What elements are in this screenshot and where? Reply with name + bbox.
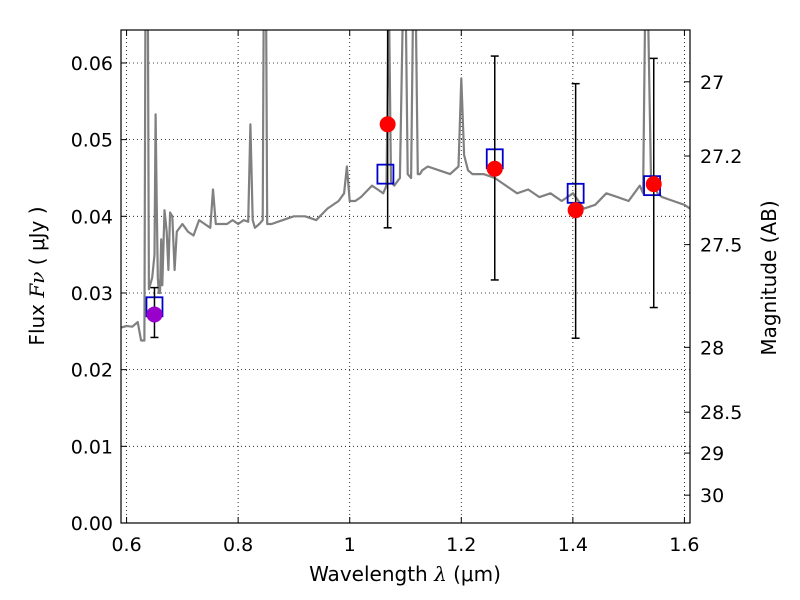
right-tick-label: 27.5 <box>700 235 742 257</box>
right-axis-title: Magnitude (AB) <box>757 200 781 355</box>
x-tick-label: 1.2 <box>446 534 476 556</box>
y-tick-label: 0.01 <box>71 436 113 458</box>
observed-flux-point <box>146 306 163 323</box>
x-tick-label: 1.6 <box>669 534 699 556</box>
plot-frame <box>120 29 691 524</box>
y-axis-title: Flux Fν ( μJy ) <box>25 206 49 345</box>
x-tick-label: 1.4 <box>558 534 588 556</box>
observed-flux-point <box>486 160 503 177</box>
right-tick-label: 29 <box>700 443 724 465</box>
y-tick-label: 0.03 <box>71 283 113 305</box>
y-tick-label: 0.05 <box>71 130 113 152</box>
y-axis-ticks: 0.00 0.01 0.02 0.03 0.04 0.05 0.06 <box>71 53 127 535</box>
right-tick-label: 27.2 <box>700 146 742 168</box>
observed-flux-point <box>645 176 662 193</box>
right-tick-label: 28 <box>700 337 724 359</box>
y-tick-label: 0.06 <box>71 53 113 75</box>
x-tick-label: 0.8 <box>223 534 253 556</box>
x-axis-ticks: 0.6 0.8 1 1.2 1.4 1.6 <box>111 30 700 556</box>
y-tick-label: 0.02 <box>71 360 113 382</box>
right-tick-label: 27 <box>700 72 724 94</box>
grid-lines <box>121 30 690 524</box>
y-tick-label: 0.00 <box>71 513 113 535</box>
observed-flux-point <box>379 116 396 133</box>
right-tick-label: 30 <box>700 485 724 507</box>
observed-flux-point <box>567 202 584 219</box>
right-tick-label: 28.5 <box>700 402 742 424</box>
y-tick-label: 0.04 <box>71 206 113 228</box>
plot-area <box>121 30 690 342</box>
x-axis-title: Wavelength λ (μm) <box>309 562 501 586</box>
model-photometry-square <box>376 163 395 185</box>
right-axis-ticks: 27 27.2 27.5 28 28.5 29 30 <box>684 72 742 507</box>
x-tick-label: 1 <box>344 534 356 556</box>
x-tick-label: 0.6 <box>111 534 141 556</box>
model-spectrum-line <box>121 30 690 342</box>
